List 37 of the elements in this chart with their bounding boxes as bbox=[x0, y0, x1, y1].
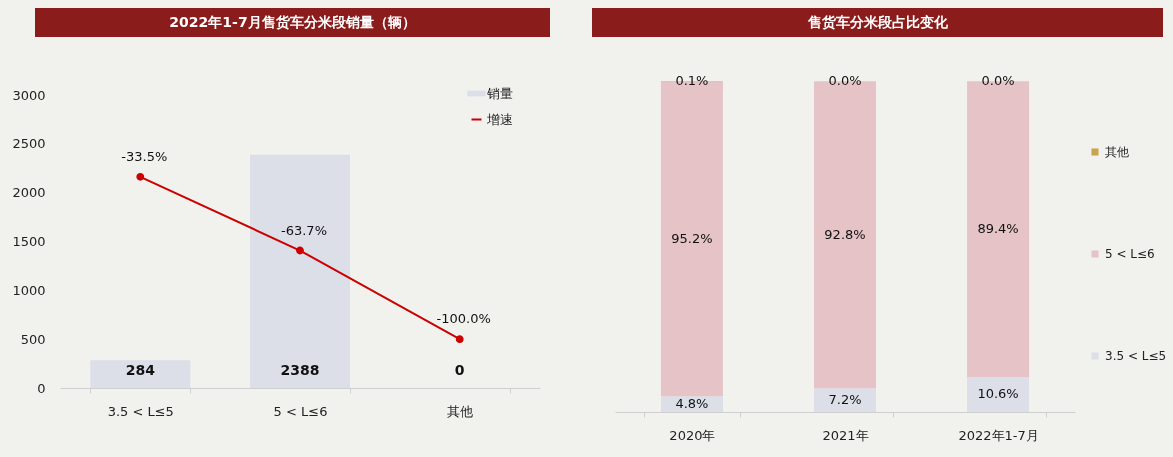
y-tick-label: 1500 bbox=[12, 234, 46, 249]
legend-label: 3.5 < L≤5 bbox=[1105, 349, 1167, 363]
data-label: 10.6% bbox=[977, 386, 1019, 402]
data-label: -63.7% bbox=[281, 222, 327, 238]
data-label: 92.8% bbox=[824, 226, 866, 242]
x-tick-label: 5 < L≤6 bbox=[273, 403, 328, 419]
data-label: 2388 bbox=[280, 362, 320, 378]
data-label: 284 bbox=[125, 362, 156, 378]
x-tick-label: 2022年1-7月 bbox=[958, 427, 1039, 443]
data-label: 4.8% bbox=[675, 396, 709, 412]
chart-title: 2022年1-7月售货车分米段销量（辆） bbox=[35, 8, 550, 37]
y-tick-label: 500 bbox=[20, 331, 46, 347]
data-label: 95.2% bbox=[671, 230, 713, 246]
x-tick-label: 2020年 bbox=[669, 427, 716, 443]
chart-title: 售货车分米段占比变化 bbox=[592, 8, 1163, 37]
data-label: 0.0% bbox=[981, 73, 1015, 89]
legend-label: 销量 bbox=[486, 85, 513, 101]
x-tick-label: 2021年 bbox=[822, 427, 869, 443]
data-label: 89.4% bbox=[977, 221, 1019, 237]
legend-label: 5 < L≤6 bbox=[1105, 247, 1155, 261]
y-tick-label: 0 bbox=[37, 380, 46, 396]
x-tick-label: 3.5 < L≤5 bbox=[107, 403, 174, 419]
y-tick-label: 1000 bbox=[12, 282, 46, 298]
data-label: 0.1% bbox=[675, 73, 709, 89]
y-tick-label: 2500 bbox=[12, 136, 46, 152]
y-tick-label: 2000 bbox=[12, 185, 46, 201]
bar bbox=[814, 388, 876, 412]
x-tick-label: 其他 bbox=[447, 403, 474, 419]
y-tick-label: 3000 bbox=[12, 87, 46, 103]
data-label: 7.2% bbox=[828, 392, 862, 408]
data-label: 0.0% bbox=[828, 73, 862, 89]
data-label: -100.0% bbox=[436, 311, 491, 327]
data-label: 0 bbox=[454, 362, 465, 378]
data-label: -33.5% bbox=[121, 148, 168, 164]
legend-label: 其他 bbox=[1105, 145, 1129, 159]
bar bbox=[967, 376, 1030, 412]
legend-label: 增速 bbox=[486, 111, 513, 127]
